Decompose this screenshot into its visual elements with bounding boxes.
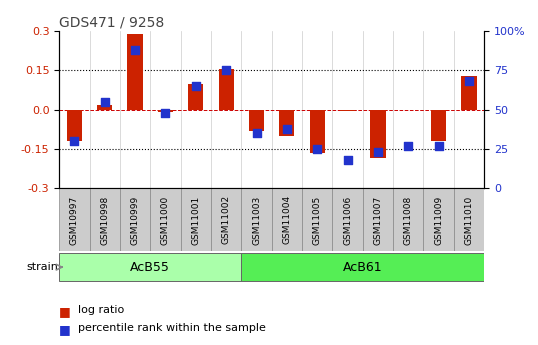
Point bbox=[313, 146, 322, 152]
Point bbox=[192, 83, 200, 89]
Bar bbox=[158, 110, 173, 112]
FancyBboxPatch shape bbox=[332, 188, 363, 252]
FancyBboxPatch shape bbox=[59, 188, 89, 252]
FancyBboxPatch shape bbox=[181, 188, 211, 252]
FancyBboxPatch shape bbox=[393, 188, 423, 252]
Point bbox=[404, 143, 413, 149]
Text: GSM11009: GSM11009 bbox=[434, 195, 443, 245]
Bar bbox=[310, 110, 325, 153]
FancyBboxPatch shape bbox=[423, 188, 454, 252]
Point bbox=[434, 143, 443, 149]
Bar bbox=[188, 83, 203, 110]
Point bbox=[465, 79, 473, 84]
Text: ■: ■ bbox=[59, 305, 71, 318]
FancyBboxPatch shape bbox=[211, 188, 242, 252]
FancyBboxPatch shape bbox=[272, 188, 302, 252]
Bar bbox=[249, 110, 264, 131]
FancyBboxPatch shape bbox=[150, 188, 181, 252]
Point bbox=[252, 131, 261, 136]
Point bbox=[282, 126, 291, 131]
Bar bbox=[128, 34, 143, 110]
Text: percentile rank within the sample: percentile rank within the sample bbox=[78, 323, 266, 333]
FancyBboxPatch shape bbox=[242, 253, 484, 281]
Text: AcB55: AcB55 bbox=[130, 261, 170, 274]
Point bbox=[222, 68, 230, 73]
Bar bbox=[97, 105, 112, 110]
Point bbox=[131, 47, 139, 53]
Text: GSM10998: GSM10998 bbox=[100, 195, 109, 245]
Text: GSM11005: GSM11005 bbox=[313, 195, 322, 245]
FancyBboxPatch shape bbox=[454, 188, 484, 252]
Text: strain: strain bbox=[27, 262, 59, 272]
Bar bbox=[370, 110, 386, 158]
Text: GSM11002: GSM11002 bbox=[222, 195, 231, 245]
Bar bbox=[462, 76, 477, 110]
FancyBboxPatch shape bbox=[302, 188, 332, 252]
Bar bbox=[67, 110, 82, 141]
FancyBboxPatch shape bbox=[120, 188, 150, 252]
Point bbox=[373, 149, 382, 155]
Text: GSM11008: GSM11008 bbox=[404, 195, 413, 245]
Text: GSM11000: GSM11000 bbox=[161, 195, 170, 245]
Text: GSM11010: GSM11010 bbox=[464, 195, 473, 245]
FancyBboxPatch shape bbox=[89, 188, 120, 252]
Text: AcB61: AcB61 bbox=[343, 261, 383, 274]
Text: GSM10999: GSM10999 bbox=[131, 195, 139, 245]
Text: GSM10997: GSM10997 bbox=[70, 195, 79, 245]
Text: GSM11007: GSM11007 bbox=[373, 195, 383, 245]
Bar bbox=[279, 110, 294, 136]
Text: log ratio: log ratio bbox=[78, 305, 124, 315]
Text: ■: ■ bbox=[59, 323, 71, 336]
Text: GSM11001: GSM11001 bbox=[192, 195, 200, 245]
Text: GSM11004: GSM11004 bbox=[282, 195, 292, 245]
Text: GDS471 / 9258: GDS471 / 9258 bbox=[59, 16, 165, 30]
Point bbox=[70, 138, 79, 144]
Point bbox=[101, 99, 109, 105]
FancyBboxPatch shape bbox=[242, 188, 272, 252]
Text: GSM11003: GSM11003 bbox=[252, 195, 261, 245]
Point bbox=[161, 110, 170, 116]
FancyBboxPatch shape bbox=[363, 188, 393, 252]
Bar bbox=[218, 69, 233, 110]
Bar bbox=[340, 110, 355, 111]
FancyBboxPatch shape bbox=[59, 253, 242, 281]
Point bbox=[343, 157, 352, 163]
Bar bbox=[431, 110, 446, 141]
Text: GSM11006: GSM11006 bbox=[343, 195, 352, 245]
